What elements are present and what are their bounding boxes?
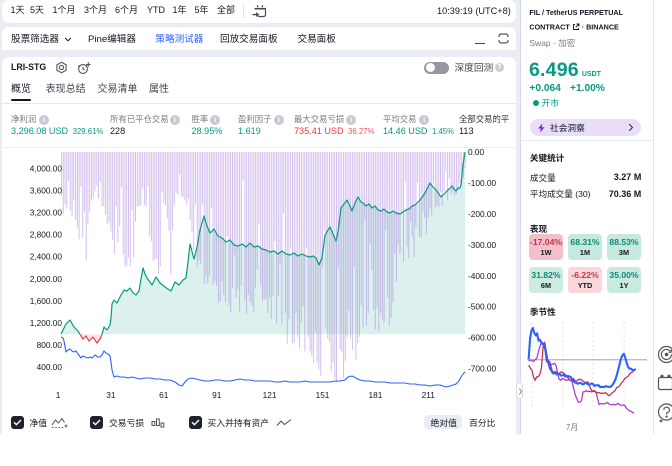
svg-text:400.00: 400.00: [37, 362, 63, 372]
svg-text:61: 61: [159, 390, 169, 400]
svg-text:121: 121: [263, 390, 277, 400]
svg-text:1,600.00: 1,600.00: [30, 296, 63, 306]
svg-text:3,200.00: 3,200.00: [30, 208, 63, 218]
svg-text:2,400.00: 2,400.00: [30, 252, 63, 262]
svg-text:-100.00: -100.00: [468, 178, 497, 188]
svg-text:1: 1: [56, 390, 61, 400]
svg-text:211: 211: [422, 390, 436, 400]
svg-text:-400.00: -400.00: [468, 271, 497, 281]
svg-text:-500.00: -500.00: [468, 302, 497, 312]
svg-text:-300.00: -300.00: [468, 240, 497, 250]
svg-text:0.00: 0.00: [468, 147, 485, 157]
svg-text:800.00: 800.00: [37, 340, 63, 350]
svg-text:181: 181: [368, 390, 382, 400]
svg-text:2,800.00: 2,800.00: [30, 230, 63, 240]
svg-text:91: 91: [212, 390, 222, 400]
svg-text:-200.00: -200.00: [468, 209, 497, 219]
svg-text:151: 151: [316, 390, 330, 400]
svg-text:1,200.00: 1,200.00: [30, 318, 63, 328]
svg-text:2,000.00: 2,000.00: [30, 274, 63, 284]
svg-text:4,000.00: 4,000.00: [30, 163, 63, 173]
svg-text:-700.00: -700.00: [468, 364, 497, 374]
svg-text:-600.00: -600.00: [468, 333, 497, 343]
svg-text:31: 31: [106, 390, 116, 400]
svg-text:3,600.00: 3,600.00: [30, 186, 63, 196]
